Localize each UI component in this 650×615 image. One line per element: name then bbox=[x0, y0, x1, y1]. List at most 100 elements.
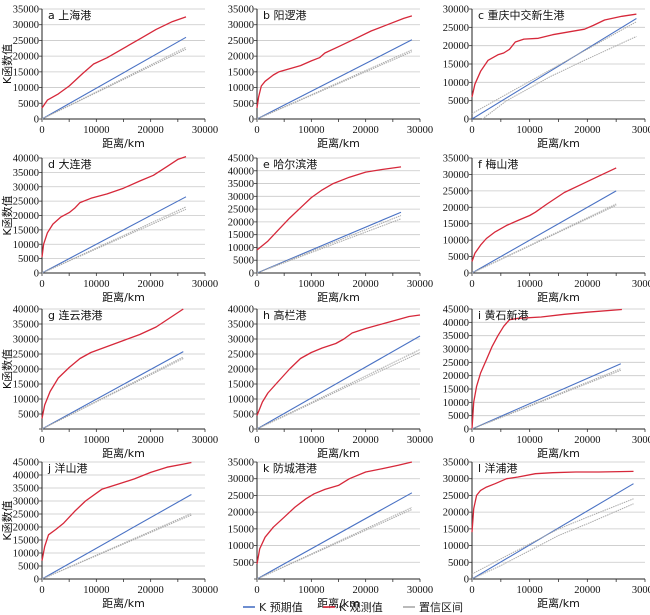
x-axis-label: 距离/km bbox=[102, 290, 145, 304]
panel-title: c 重庆中交新生港 bbox=[478, 8, 565, 22]
series-k-observed bbox=[256, 314, 421, 416]
x-tick-label: 0 bbox=[39, 585, 44, 596]
panel-title: b 阳逻港 bbox=[263, 9, 306, 22]
y-tick-label: 40000 bbox=[228, 166, 254, 177]
y-tick-label: 25000 bbox=[228, 205, 254, 216]
y-tick-label: 35000 bbox=[228, 5, 254, 16]
x-tick-label: 20000 bbox=[353, 585, 379, 596]
y-tick-label: 20000 bbox=[13, 365, 39, 376]
series-ci-lower bbox=[471, 503, 634, 580]
x-tick-label: 10000 bbox=[517, 279, 543, 290]
series-k-observed bbox=[471, 13, 637, 98]
series-ci-lower bbox=[41, 208, 187, 274]
panel-b: 0 5000 10000 15000 20000 25000 30000 35000 0 1000… bbox=[228, 5, 433, 151]
series-k-observed bbox=[41, 155, 187, 258]
series-k-expected bbox=[471, 483, 634, 580]
y-tick-label: 15000 bbox=[443, 219, 469, 230]
series-k-expected bbox=[471, 190, 617, 274]
y-tick-label: 5000 bbox=[448, 411, 469, 422]
y-tick-label: 25000 bbox=[13, 510, 39, 521]
x-axis-label: 距离/km bbox=[537, 446, 580, 460]
panel-title: g 连云港港 bbox=[48, 309, 102, 322]
y-tick-label: 25000 bbox=[228, 491, 254, 502]
legend-item: K 观测值 bbox=[323, 601, 383, 614]
x-tick-label: 0 bbox=[254, 279, 259, 290]
panel-title: d 大连港 bbox=[48, 157, 91, 171]
x-tick-label: 10000 bbox=[517, 125, 543, 136]
legend-label: K 预期值 bbox=[259, 601, 303, 614]
y-tick-label: 0 bbox=[464, 575, 469, 586]
x-tick-label: 30000 bbox=[632, 585, 650, 596]
x-axis-label: 距离/km bbox=[537, 290, 580, 304]
y-tick-label: 40000 bbox=[13, 471, 39, 482]
series-k-expected bbox=[256, 39, 413, 120]
y-tick-label: 25000 bbox=[443, 186, 469, 197]
legend-label: K 观测值 bbox=[339, 601, 383, 614]
y-tick-label: 5000 bbox=[448, 96, 469, 107]
y-tick-label: 40000 bbox=[443, 318, 469, 329]
panel-title: f 梅山港 bbox=[478, 157, 518, 171]
x-tick-label: 0 bbox=[254, 585, 259, 596]
y-tick-label: 40000 bbox=[13, 305, 39, 316]
series-ci-lower bbox=[256, 51, 413, 120]
y-tick-label: 5000 bbox=[18, 254, 39, 265]
panel-j: 0 5000 10000 15000 20000 25000 30000 35000 40000… bbox=[1, 458, 218, 611]
y-tick-label: 20000 bbox=[443, 41, 469, 52]
panel-g: 5000 10000 15000 20000 25000 30000 35000 40000 0… bbox=[1, 305, 218, 461]
y-tick-label: 15000 bbox=[228, 67, 254, 78]
y-tick-label: 15000 bbox=[13, 67, 39, 78]
x-axis-label: 距离/km bbox=[317, 290, 360, 304]
x-tick-label: 10000 bbox=[298, 279, 324, 290]
panel-title: e 哈尔滨港 bbox=[263, 157, 317, 171]
panel-title: h 高栏港 bbox=[263, 308, 306, 322]
x-tick-label: 10000 bbox=[83, 435, 109, 446]
y-tick-label: 10000 bbox=[443, 78, 469, 89]
y-tick-label: 10000 bbox=[13, 395, 39, 406]
x-tick-label: 10000 bbox=[298, 125, 324, 136]
y-axis-label: K函数值 bbox=[1, 349, 14, 389]
x-tick-label: 20000 bbox=[353, 125, 379, 136]
series-ci-upper bbox=[41, 513, 192, 580]
y-axis-label: K函数值 bbox=[1, 195, 14, 235]
panel-title: a 上海港 bbox=[48, 8, 91, 22]
x-axis-label: 距离/km bbox=[537, 596, 580, 610]
y-tick-label: 10000 bbox=[443, 236, 469, 247]
legend-label: 置信区间 bbox=[419, 601, 463, 614]
x-tick-label: 10000 bbox=[83, 585, 109, 596]
series-k-expected bbox=[41, 351, 184, 430]
y-tick-label: 35000 bbox=[443, 331, 469, 342]
series-k-expected bbox=[256, 211, 402, 274]
y-tick-label: 25000 bbox=[443, 358, 469, 369]
y-tick-label: 25000 bbox=[228, 36, 254, 47]
x-tick-label: 30000 bbox=[407, 279, 433, 290]
x-tick-label: 10000 bbox=[517, 435, 543, 446]
y-tick-label: 25000 bbox=[13, 350, 39, 361]
legend: K 预期值 K 观测值 置信区间 bbox=[243, 601, 463, 614]
panel-d: 0 5000 10000 15000 20000 25000 30000 35000 40000… bbox=[1, 154, 218, 305]
y-tick-label: 25000 bbox=[443, 491, 469, 502]
x-tick-label: 30000 bbox=[407, 435, 433, 446]
x-tick-label: 30000 bbox=[192, 585, 218, 596]
y-tick-label: 5000 bbox=[18, 410, 39, 421]
series-k-observed bbox=[256, 15, 413, 109]
panel-title: k 防城港港 bbox=[263, 461, 317, 475]
y-tick-label: 0 bbox=[249, 115, 254, 126]
series-k-observed bbox=[471, 470, 634, 533]
series-ci-lower bbox=[256, 352, 421, 430]
y-tick-label: 30000 bbox=[228, 474, 254, 485]
y-tick-label: 35000 bbox=[443, 458, 469, 469]
panel-k: 5000 10000 15000 20000 25000 30000 35000 0 10000… bbox=[228, 458, 433, 611]
series-k-expected bbox=[41, 36, 187, 120]
series-ci-upper bbox=[471, 21, 637, 114]
series-ci-lower bbox=[471, 204, 617, 274]
series-k-observed bbox=[41, 308, 184, 419]
y-tick-label: 35000 bbox=[13, 5, 39, 16]
x-axis-label: 距离/km bbox=[102, 136, 145, 150]
panel-i: 0 5000 10000 15000 20000 25000 30000 35000 40000… bbox=[443, 305, 650, 461]
x-tick-label: 0 bbox=[39, 435, 44, 446]
y-tick-label: 5000 bbox=[233, 99, 254, 110]
x-tick-label: 0 bbox=[469, 125, 474, 136]
series-k-observed bbox=[471, 167, 617, 262]
x-tick-label: 0 bbox=[469, 585, 474, 596]
x-tick-label: 30000 bbox=[632, 279, 650, 290]
